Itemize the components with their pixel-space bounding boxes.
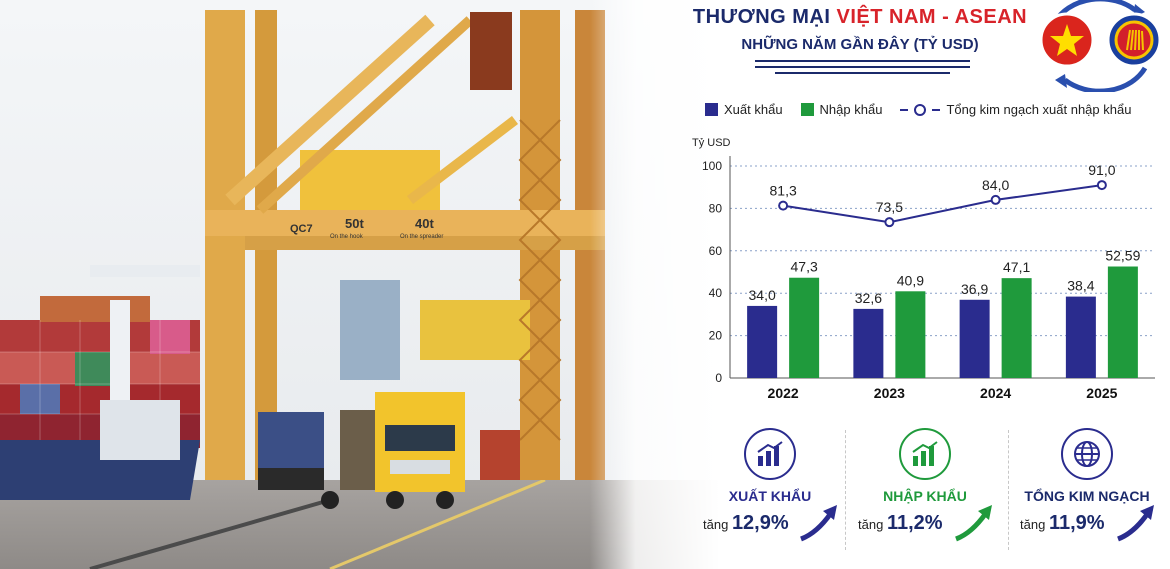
stat-divider	[1008, 430, 1010, 550]
data-label-total: 81,3	[770, 183, 797, 199]
title-underline	[775, 72, 950, 74]
data-label-export: 34,0	[749, 287, 776, 303]
data-label-export: 36,9	[961, 281, 988, 297]
chart-title-line1: THƯƠNG MẠI VIỆT NAM - ASEAN	[690, 6, 1030, 29]
legend-item-import: Nhập khẩu	[800, 102, 883, 117]
x-tick-label: 2024	[980, 385, 1011, 401]
total-point	[778, 200, 789, 211]
stat-export-rate: tăng 12,9%	[703, 512, 789, 534]
legend-swatch	[705, 103, 718, 116]
trade-infographic: THƯƠNG MẠI VIỆT NAM - ASEAN NHỮNG NĂM GẦ…	[690, 0, 1170, 569]
cycle-arrow-icon	[1063, 66, 1148, 92]
title-highlight: VIỆT NAM - ASEAN	[836, 6, 1028, 28]
total-point	[1096, 180, 1107, 191]
data-label-total: 91,0	[1088, 162, 1115, 178]
crane-capacity-spreader: 40t	[415, 216, 434, 231]
crane-id: QC7	[290, 223, 313, 235]
y-axis-label: Tỷ USD	[692, 137, 731, 149]
legend-item-export: Xuất khẩu	[705, 102, 783, 117]
bar-export	[959, 299, 990, 378]
chart-title-line2: NHỮNG NĂM GẦN ĐÂY (TỶ USD)	[741, 36, 979, 53]
title-underline	[755, 66, 970, 68]
bar-import	[1001, 278, 1032, 378]
stat-import-name: NHẬP KHẨU	[883, 488, 967, 504]
stat-export-name: XUẤT KHẨU	[728, 488, 812, 504]
star-icon	[1050, 24, 1084, 56]
trend-up-arrow-icon	[1117, 505, 1154, 542]
crane-capacity-hook: 50t	[345, 216, 364, 231]
bar-export	[853, 308, 884, 378]
data-label-import: 47,1	[1003, 259, 1030, 275]
total-point	[884, 217, 895, 228]
truck	[258, 392, 520, 509]
crane-capacity-hook-note: On the hook	[330, 234, 364, 240]
data-label-export: 32,6	[855, 290, 882, 306]
x-tick-label: 2023	[874, 385, 905, 401]
stat-total-name: TỔNG KIM NGẠCH	[1024, 488, 1150, 504]
globe-icon	[1061, 428, 1113, 480]
y-tick-label: 80	[709, 201, 723, 215]
y-tick-label: 40	[709, 286, 723, 300]
container-stacks	[0, 296, 200, 448]
data-label-export: 38,4	[1067, 278, 1094, 294]
bar-chart-icon	[744, 428, 796, 480]
total-point	[990, 194, 1001, 205]
trend-up-arrow-icon	[800, 505, 837, 542]
bar-import	[1107, 266, 1138, 378]
data-label-import: 47,3	[791, 259, 818, 275]
trend-up-arrow-icon	[955, 505, 992, 542]
bar-export	[1065, 296, 1096, 378]
y-tick-label: 60	[709, 244, 723, 258]
growth-chart-icon	[899, 428, 951, 480]
stat-total: TỔNG KIM NGẠCH tăng 11,9%	[1012, 428, 1162, 558]
y-tick-label: 100	[702, 159, 722, 173]
flags-graphic	[1039, 0, 1162, 92]
stat-export: XUẤT KHẨU tăng 12,9%	[695, 428, 845, 558]
bar-import	[789, 277, 820, 378]
stat-divider	[845, 430, 847, 550]
chart-legend: Xuất khẩu Nhập khẩu Tổng kim ngạch xuất …	[705, 102, 1143, 117]
y-tick-label: 20	[709, 329, 723, 343]
title-underline	[755, 60, 970, 62]
stat-import: NHẬP KHẨU tăng 11,2%	[850, 428, 1000, 558]
bar-import	[895, 291, 926, 378]
legend-item-total: Tổng kim ngạch xuất nhập khẩu	[900, 102, 1131, 117]
total-line	[782, 184, 1103, 224]
data-label-total: 73,5	[876, 199, 903, 215]
x-tick-label: 2025	[1086, 385, 1117, 401]
legend-label: Tổng kim ngạch xuất nhập khẩu	[946, 102, 1132, 117]
legend-swatch	[800, 103, 814, 116]
y-tick-label: 0	[715, 371, 722, 385]
x-tick-label: 2022	[768, 385, 799, 401]
ship	[0, 265, 200, 500]
stat-total-rate: tăng 11,9%	[1020, 512, 1105, 534]
data-label-import: 40,9	[897, 272, 924, 288]
bar-export	[747, 305, 778, 378]
trade-chart: Tỷ USD 0 20 40 60 80 100 34,0 47,3 2022 32,6 40,9 20…	[692, 137, 1155, 401]
data-label-import: 52,59	[1105, 248, 1140, 264]
legend-marker	[914, 103, 927, 116]
arrow-head-icon	[1055, 74, 1067, 88]
title-prefix: THƯƠNG MẠI	[692, 6, 837, 28]
data-label-total: 84,0	[982, 177, 1009, 193]
stat-import-rate: tăng 11,2%	[858, 512, 943, 534]
crane-capacity-spreader-note: On the spreader	[400, 234, 443, 240]
legend-label: Nhập khẩu	[819, 102, 883, 117]
legend-label: Xuất khẩu	[724, 102, 783, 117]
